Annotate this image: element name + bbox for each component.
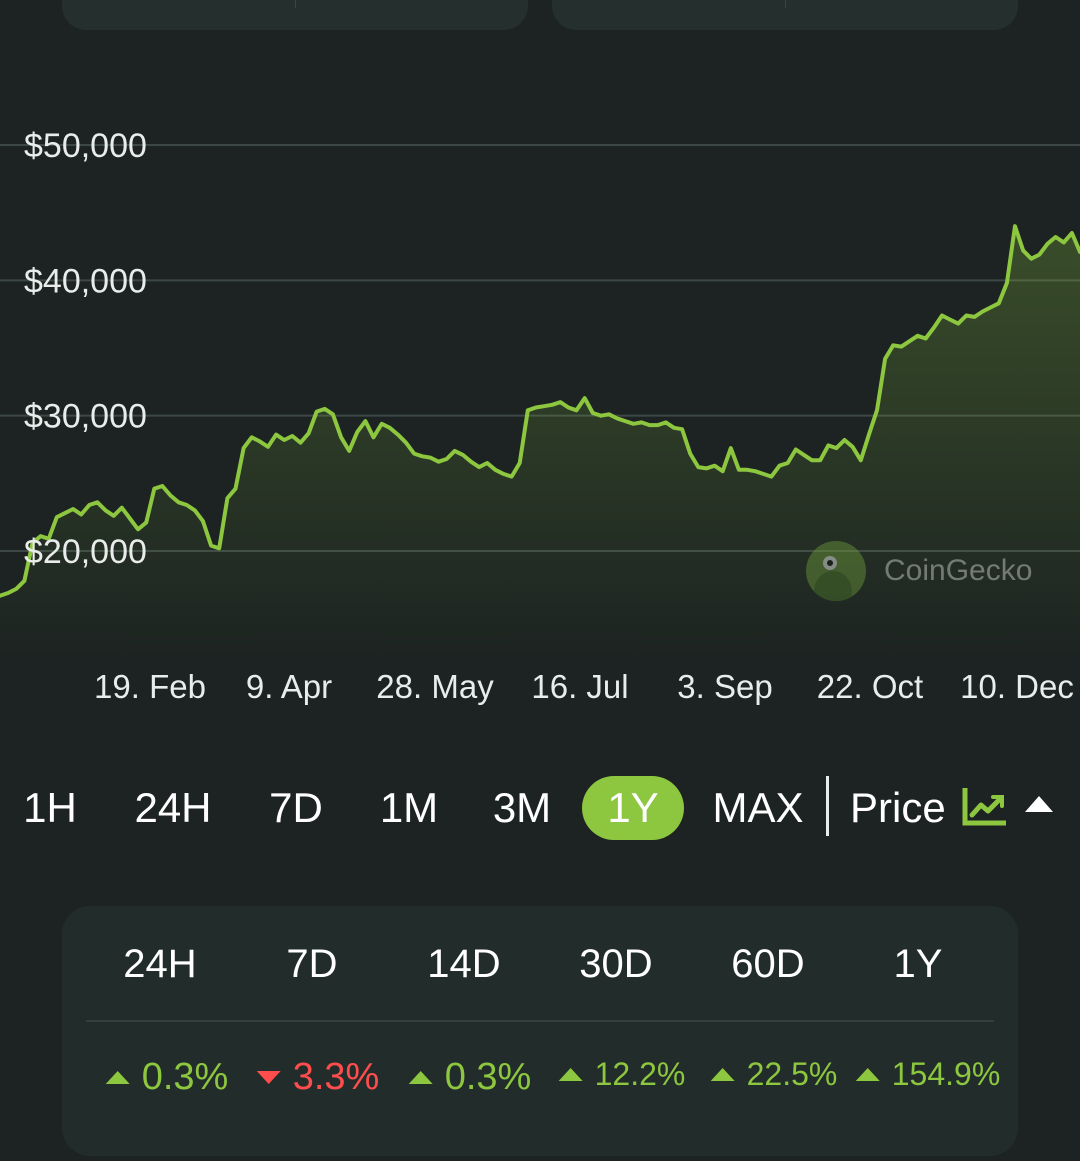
y-tick-label: $50,000 xyxy=(24,127,147,165)
caret-down-icon xyxy=(256,1071,281,1084)
line-chart-icon[interactable] xyxy=(962,788,1006,826)
caret-up-icon xyxy=(105,1071,130,1084)
coingecko-watermark: CoinGecko xyxy=(806,541,1032,601)
card-separator xyxy=(785,0,786,8)
x-tick-label: 3. Sep xyxy=(677,668,773,705)
performance-change-14d: 0.3% xyxy=(408,1056,532,1099)
x-axis-labels: 19. Feb 9. Apr 28. May 16. Jul 3. Sep 22. Oct… xyxy=(0,668,1080,718)
range-option-24h[interactable]: 24H xyxy=(134,784,212,831)
time-range-selector: 1H 24H 7D 1M 3M 1Y MAX xyxy=(0,772,1080,844)
performance-period-30d: 30D xyxy=(579,942,653,986)
x-tick-label: 9. Apr xyxy=(245,668,333,705)
y-tick-label: $30,000 xyxy=(24,398,147,436)
performance-period-1y: 1Y xyxy=(893,942,943,986)
performance-period-60d: 60D xyxy=(731,942,805,986)
performance-header: 24H 7D 14D 30D 60D 1Y xyxy=(62,906,1018,1020)
x-tick-label: 16. Jul xyxy=(531,668,629,705)
performance-divider xyxy=(86,1020,994,1022)
summary-card-right xyxy=(552,0,1018,30)
x-tick-label: 28. May xyxy=(376,668,494,705)
range-divider xyxy=(826,776,829,836)
price-chart[interactable]: $20,000 $30,000 $40,000 $50,000 xyxy=(0,100,1080,660)
change-value: 154.9% xyxy=(891,1056,1001,1092)
performance-change-7d: 3.3% xyxy=(256,1056,380,1099)
change-value: 0.3% xyxy=(141,1056,229,1098)
y-tick-label: $20,000 xyxy=(24,533,147,571)
range-option-1m[interactable]: 1M xyxy=(379,784,439,831)
metric-selector-label[interactable]: Price xyxy=(850,784,946,831)
range-option-max[interactable]: MAX xyxy=(712,784,804,831)
change-value: 22.5% xyxy=(746,1056,838,1092)
performance-change-1y: 154.9% xyxy=(855,1056,1001,1093)
range-option-7d[interactable]: 7D xyxy=(269,784,323,831)
performance-change-24h: 0.3% xyxy=(105,1056,229,1099)
performance-change-30d: 12.2% xyxy=(558,1056,686,1093)
caret-up-icon xyxy=(408,1071,433,1084)
range-option-1h[interactable]: 1H xyxy=(23,784,77,831)
caret-up-icon xyxy=(855,1068,880,1081)
x-tick-label: 19. Feb xyxy=(94,668,206,705)
performance-period-24h: 24H xyxy=(123,942,197,986)
performance-period-14d: 14D xyxy=(427,942,501,986)
coingecko-logo xyxy=(806,541,866,601)
range-option-1y[interactable]: 1Y xyxy=(582,776,684,840)
price-line xyxy=(0,224,1080,598)
x-tick-label: 22. Oct xyxy=(816,668,924,705)
performance-change-60d: 22.5% xyxy=(710,1056,838,1093)
caret-up-icon xyxy=(558,1068,583,1081)
change-value: 0.3% xyxy=(444,1056,532,1098)
change-value: 3.3% xyxy=(292,1056,380,1098)
watermark-text: CoinGecko xyxy=(884,554,1033,587)
performance-card: 24H 7D 14D 30D 60D 1Y 0.3% 3.3% 0.3% 12.2% 22.5% 1… xyxy=(62,906,1018,1156)
caret-up-icon[interactable] xyxy=(1025,796,1053,812)
x-tick-label: 10. Dec xyxy=(960,668,1074,705)
performance-period-7d: 7D xyxy=(286,942,338,986)
card-separator xyxy=(295,0,296,8)
caret-up-icon xyxy=(710,1068,735,1081)
price-area xyxy=(0,226,1080,660)
change-value: 12.2% xyxy=(594,1056,686,1092)
y-tick-label: $40,000 xyxy=(24,262,147,300)
range-option-3m[interactable]: 3M xyxy=(492,784,552,831)
summary-card-left xyxy=(62,0,528,30)
